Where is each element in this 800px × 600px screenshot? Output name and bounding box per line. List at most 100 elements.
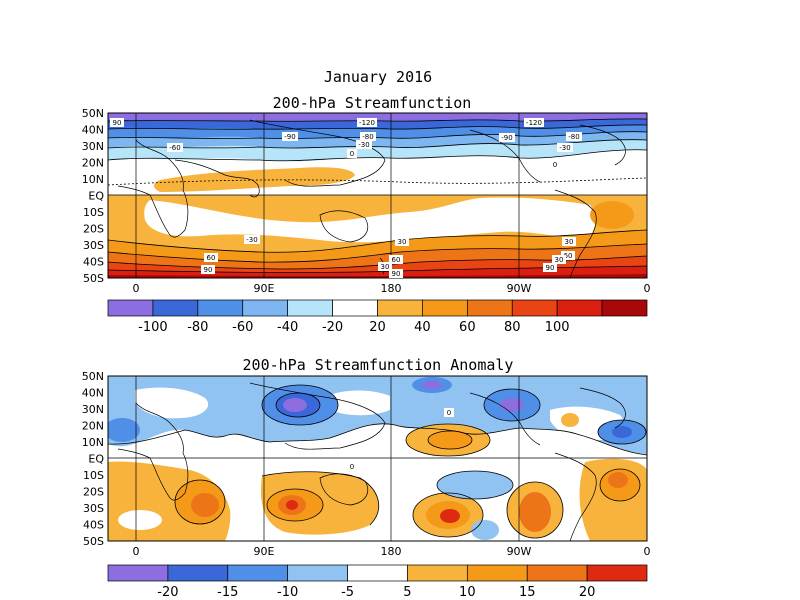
top-colorbar-swatch [377, 299, 423, 317]
top-sh-band-5 [108, 266, 647, 278]
svg-text:-30: -30 [246, 236, 257, 244]
top-clabel-22: 30 [552, 255, 566, 264]
svg-text:-80: -80 [568, 133, 579, 141]
top-clabel-14: 30 [395, 237, 409, 246]
top-clabel-21: 60 [561, 251, 575, 260]
bottom-colorbar-label: -10 [277, 585, 298, 600]
top-colorbar-label: -20 [322, 320, 343, 335]
svg-text:90: 90 [546, 264, 555, 272]
top-colorbar-swatch [287, 299, 333, 317]
bottom-lat-label: 20S [83, 486, 104, 499]
top-lat-labels: 50N 40N 30N 20N 10N EQ 10S 20S 30S 40S 50S [82, 107, 105, 285]
top-lon-label: 90W [507, 282, 532, 295]
bot-sh-white-west [118, 510, 162, 530]
bot-sh-red-aus [286, 500, 298, 510]
top-lon-label: 180 [381, 282, 402, 295]
bottom-colorbar-swatch [407, 564, 468, 582]
bot-core-purple-2 [500, 398, 524, 412]
top-colorbar-swatch [152, 299, 199, 317]
bottom-lon-label: 90W [507, 545, 532, 558]
bot-core-blue-6 [108, 418, 140, 442]
bottom-lat-label: EQ [88, 453, 104, 466]
bottom-map: 0 0 [107, 375, 648, 542]
bot-core-purple-1 [283, 398, 307, 412]
bottom-lat-label: 30N [82, 403, 104, 416]
top-colorbar-label: 80 [504, 320, 521, 335]
bot-nh-orange-3 [561, 413, 579, 427]
bot-nh-orange-2 [428, 431, 472, 449]
svg-text:90: 90 [113, 119, 122, 127]
top-lat-label: 30S [83, 239, 104, 252]
bottom-lon-label: 90E [254, 545, 275, 558]
svg-text:60: 60 [392, 256, 401, 264]
top-sh-band-6 [108, 274, 647, 278]
top-colorbar-label: -100 [138, 320, 168, 335]
top-colorbar-swatch [107, 299, 154, 317]
top-clabel-13: -30 [244, 235, 260, 244]
bottom-colorbar-swatch [586, 564, 648, 582]
bottom-lon-label: 180 [381, 545, 402, 558]
bot-clabel-1: 0 [444, 408, 454, 417]
top-lon-label: 0 [133, 282, 140, 295]
top-colorbar-label: 60 [459, 320, 476, 335]
svg-text:30: 30 [565, 238, 574, 246]
bot-contours [108, 384, 647, 539]
svg-text:-30: -30 [358, 141, 369, 149]
top-clabel-19: 30 [378, 262, 392, 271]
bottom-lat-label: 40S [83, 519, 104, 532]
top-lon-label: 0 [644, 282, 651, 295]
bot-nh-white-hole [135, 387, 209, 419]
bottom-lat-label: 10N [82, 436, 104, 449]
bottom-lat-label: 30S [83, 502, 104, 515]
bot-sh-orange-atl-3 [608, 472, 628, 488]
bottom-colorbar-label: -20 [157, 585, 178, 600]
top-lat-label: 10N [82, 173, 104, 186]
svg-text:90: 90 [392, 270, 401, 278]
top-lat-label: 20N [82, 157, 104, 170]
bottom-colorbar-label: 20 [579, 585, 596, 600]
top-clabel-17: 30 [562, 237, 576, 246]
bottom-lon-label: 0 [133, 545, 140, 558]
bot-sh-blue-1 [437, 471, 513, 499]
top-lat-label: 30N [82, 140, 104, 153]
svg-text:-120: -120 [526, 119, 542, 127]
top-clabel-5: -80 [360, 132, 376, 141]
top-trop-blob [154, 167, 355, 192]
top-colorbar-label: -40 [277, 320, 298, 335]
top-clabel-23: 90 [543, 263, 557, 272]
bot-core-blue-5 [612, 426, 632, 438]
svg-text:60: 60 [207, 254, 216, 262]
top-clabel-3: -90 [282, 132, 298, 141]
top-coastlines [117, 119, 626, 278]
bottom-colorbar-label: -5 [341, 585, 354, 600]
top-colorbar-swatch [242, 299, 289, 317]
top-clabel-1: 90 [110, 118, 124, 127]
bot-nh-white-2 [330, 390, 390, 416]
top-colorbar-labels: -100 -80 -60 -40 -20 20 40 60 80 100 [138, 320, 569, 335]
bot-sh-orange-sam-2 [519, 492, 551, 532]
top-clabel-20: 90 [389, 269, 403, 278]
top-colorbar-swatch [197, 299, 244, 317]
top-clabel-12: 0 [550, 160, 560, 169]
top-clabel-8: -120 [524, 118, 544, 127]
bottom-contour-labels: 0 0 [347, 408, 454, 471]
svg-text:-30: -30 [559, 144, 570, 152]
top-clabel-10: -80 [566, 132, 582, 141]
svg-text:-90: -90 [501, 134, 512, 142]
bottom-map-frame [107, 375, 648, 542]
bottom-colorbar-swatch [287, 564, 348, 582]
bottom-lat-label: 50S [83, 535, 104, 548]
top-lat-label: 10S [83, 206, 104, 219]
top-clabel-9: -90 [499, 133, 515, 142]
top-lat-label: 50N [82, 107, 104, 120]
bottom-colorbar-label: -15 [217, 585, 238, 600]
top-sh-band-white [144, 197, 596, 243]
top-clabel-15: 60 [204, 253, 218, 262]
bot-coastlines [117, 382, 626, 541]
svg-text:-90: -90 [284, 133, 295, 141]
bottom-colorbar-labels: -20 -15 -10 -5 5 10 15 20 [157, 585, 595, 600]
top-contour-labels: 90 -60 -90 -120 -80 -30 0 -120 -90 -80 -… [110, 118, 582, 278]
top-lat-label: 40N [82, 124, 104, 137]
top-colorbar-swatch [556, 299, 603, 317]
